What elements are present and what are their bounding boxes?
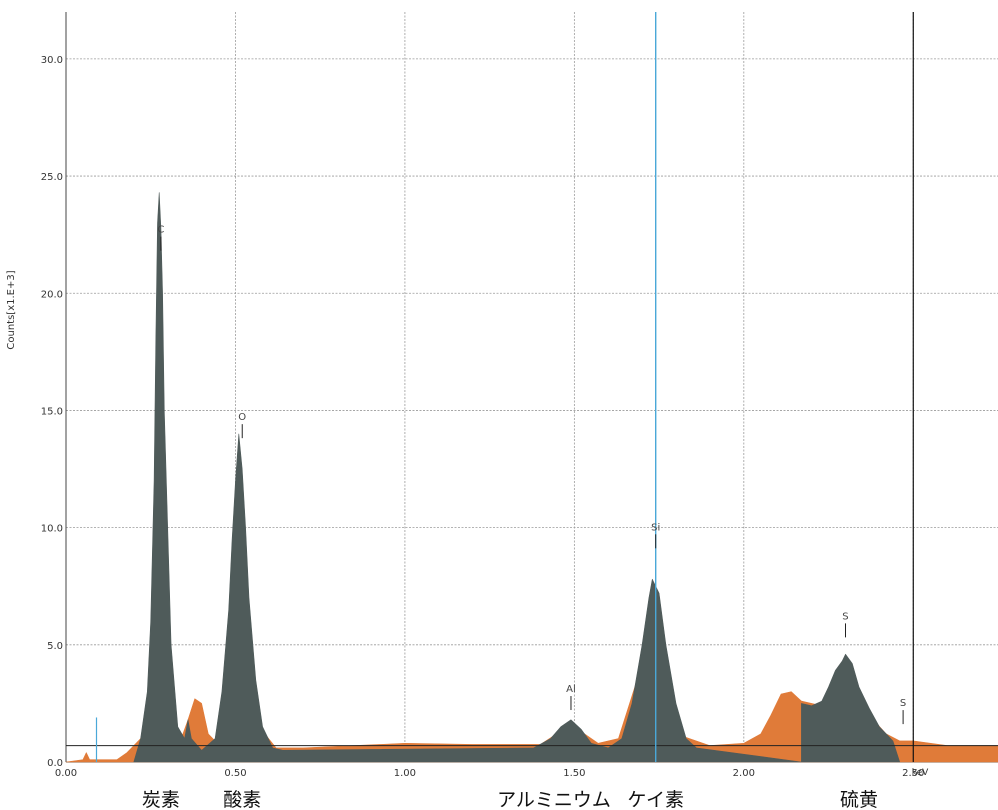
x-tick-label: 1.50 (563, 768, 585, 779)
y-tick-label: 30.0 (41, 55, 63, 66)
y-tick-label: 0.0 (47, 758, 63, 769)
spectrum-areas (65, 192, 998, 763)
peak-label: Si (651, 522, 660, 533)
x-tick-label: 2.50 (902, 768, 924, 779)
element-label: 炭素 (142, 789, 180, 810)
element-label: 硫黄 (840, 789, 878, 810)
peak-label: S (900, 698, 906, 709)
x-tick-label: 2.00 (733, 768, 755, 779)
peak-label: O (238, 412, 246, 423)
element-label: 酸素 (223, 789, 261, 810)
element-label: ケイ素 (627, 789, 684, 810)
x-tick-labels: 0.00 0.50 1.00 1.50 2.00 2.50 (55, 768, 925, 779)
x-axis-unit: keV (912, 768, 929, 778)
peak-label: S (842, 611, 848, 622)
y-tick-label: 10.0 (41, 524, 63, 535)
y-tick-label: 25.0 (41, 172, 63, 183)
y-tick-label: 15.0 (41, 406, 63, 417)
y-tick-label: 20.0 (41, 289, 63, 300)
series-area-1 (133, 192, 900, 763)
y-tick-labels: 0.0 5.0 10.0 15.0 20.0 25.0 30.0 (41, 55, 63, 769)
overlays (66, 12, 998, 762)
plot-area (66, 12, 998, 762)
peak-labels: C O Al Si S S (157, 225, 906, 725)
y-axis-label: Counts[x1.E+3] (6, 270, 17, 349)
x-tick-label: 0.00 (55, 768, 77, 779)
x-tick-label: 1.00 (394, 768, 416, 779)
peak-label: Al (566, 684, 576, 695)
x-tick-label: 0.50 (224, 768, 246, 779)
y-tick-label: 5.0 (47, 641, 63, 652)
element-label: アルミニウム (497, 789, 611, 810)
element-labels: 炭素 酸素 アルミニウム ケイ素 硫黄 (142, 789, 878, 810)
peak-label: C (157, 225, 164, 236)
